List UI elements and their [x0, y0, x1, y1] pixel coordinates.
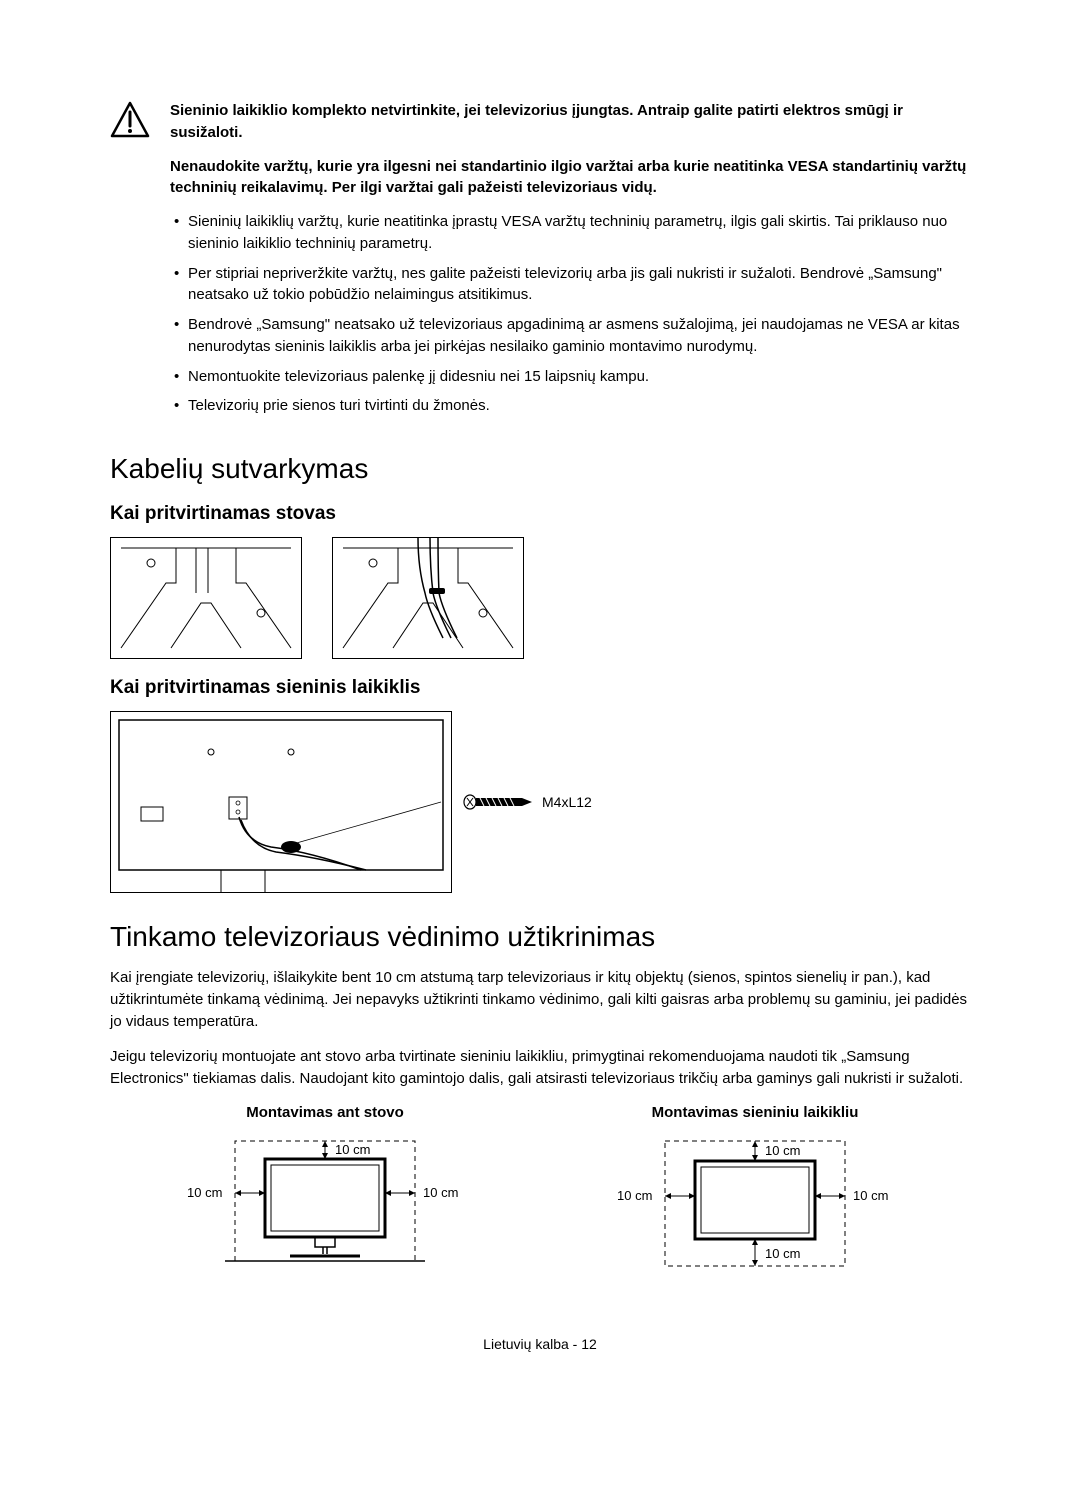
- cable-sub2: Kai pritvirtinamas sieninis laikiklis: [110, 677, 970, 699]
- stand-figures: [110, 537, 970, 659]
- warning-p1: Sieninio laikiklio komplekto netvirtinki…: [170, 100, 970, 144]
- wall-figure-wrap: M4xL12: [110, 711, 970, 893]
- dist-label: 10 cm: [187, 1185, 222, 1200]
- manual-page: Sieninio laikiklio komplekto netvirtinki…: [0, 0, 1080, 1412]
- ventilation-wall-figure: 10 cm 10 cm 10 cm 10 cm: [605, 1131, 905, 1281]
- screw-icon: [462, 792, 532, 812]
- warning-bullet: Televizorių prie sienos turi tvirtinti d…: [170, 395, 970, 417]
- warning-icon: [110, 100, 170, 145]
- warning-bullet: Bendrovė „Samsung" neatsako už televizor…: [170, 314, 970, 358]
- screw-label: M4xL12: [542, 794, 592, 810]
- dist-label: 10 cm: [617, 1188, 652, 1203]
- cable-heading: Kabelių sutvarkymas: [110, 453, 970, 485]
- warning-bullet: Nemontuokite televizoriaus palenkę jį di…: [170, 366, 970, 388]
- dist-label: 10 cm: [765, 1246, 800, 1261]
- dist-label: 10 cm: [423, 1185, 458, 1200]
- wall-figure: [110, 711, 452, 893]
- dist-label: 10 cm: [765, 1143, 800, 1158]
- warning-bullet: Per stipriai nepriveržkite varžtų, nes g…: [170, 263, 970, 307]
- ventilation-stand-figure: 10 cm 10 cm 10 cm: [175, 1131, 475, 1281]
- cable-sub1: Kai pritvirtinamas stovas: [110, 503, 970, 525]
- dist-label: 10 cm: [335, 1142, 370, 1157]
- warning-content: Sieninio laikiklio komplekto netvirtinki…: [170, 100, 970, 425]
- stand-figure-1: [110, 537, 302, 659]
- ventilation-p2: Jeigu televizorių montuojate ant stovo a…: [110, 1046, 970, 1090]
- ventilation-p1: Kai įrengiate televizorių, išlaikykite b…: [110, 967, 970, 1032]
- ventilation-stand-col: Montavimas ant stovo 10 cm: [145, 1104, 505, 1286]
- ventilation-title-stand: Montavimas ant stovo: [145, 1104, 505, 1121]
- page-footer: Lietuvių kalba - 12: [110, 1336, 970, 1352]
- ventilation-title-wall: Montavimas sieniniu laikikliu: [575, 1104, 935, 1121]
- warning-bullet: Sieninių laikiklių varžtų, kurie neatiti…: [170, 211, 970, 255]
- warning-bullets: Sieninių laikiklių varžtų, kurie neatiti…: [170, 211, 970, 417]
- ventilation-heading: Tinkamo televizoriaus vėdinimo užtikrini…: [110, 921, 970, 953]
- dist-label: 10 cm: [853, 1188, 888, 1203]
- warning-block: Sieninio laikiklio komplekto netvirtinki…: [110, 100, 970, 425]
- ventilation-wall-col: Montavimas sieniniu laikikliu 10 cm 10 c…: [575, 1104, 935, 1286]
- ventilation-figures: Montavimas ant stovo 10 cm: [110, 1104, 970, 1286]
- stand-figure-2: [332, 537, 524, 659]
- warning-p2: Nenaudokite varžtų, kurie yra ilgesni ne…: [170, 156, 970, 200]
